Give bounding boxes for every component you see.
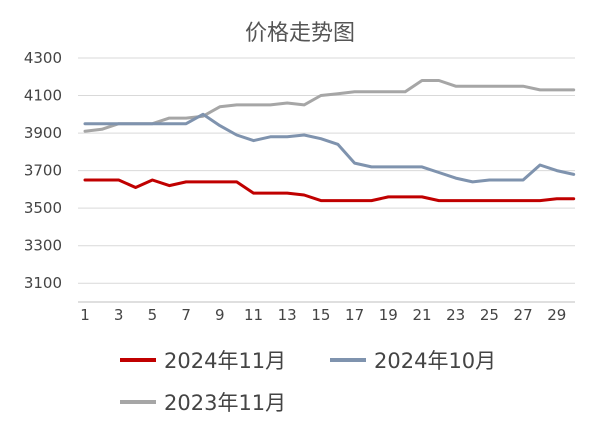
series-line-1 — [83, 112, 576, 184]
x-axis-ticks: 1 3 5 7 9 11 13 15 17 19 21 23 25 27 29 — [80, 306, 566, 324]
x-tick-label: 23 — [446, 306, 465, 324]
legend: 2024年11月 2024年10月 2023年11月 — [120, 349, 496, 415]
x-tick-label: 27 — [514, 306, 533, 324]
x-tick-label: 29 — [547, 306, 566, 324]
y-tick-label: 3100 — [24, 274, 62, 292]
y-tick-label: 3300 — [24, 237, 62, 255]
x-tick-label: 21 — [412, 306, 431, 324]
legend-item: 2024年11月 — [120, 349, 286, 373]
x-tick-label: 19 — [379, 306, 398, 324]
y-tick-label: 3500 — [24, 199, 62, 217]
legend-label: 2024年11月 — [164, 349, 286, 373]
y-tick-label: 3700 — [24, 162, 62, 180]
series-lines — [83, 79, 576, 203]
legend-label: 2023年11月 — [164, 391, 286, 415]
x-tick-label: 3 — [114, 306, 124, 324]
series-line-0 — [83, 178, 576, 203]
chart-title: 价格走势图 — [245, 21, 355, 46]
y-axis-ticks: 3100 3300 3500 3700 3900 4100 4300 — [24, 49, 62, 292]
x-tick-label: 25 — [480, 306, 499, 324]
legend-label: 2024年10月 — [374, 349, 496, 373]
x-tick-label: 5 — [148, 306, 158, 324]
y-tick-label: 4100 — [24, 87, 62, 105]
y-tick-label: 3900 — [24, 124, 62, 142]
series-line-2 — [83, 79, 576, 133]
legend-item: 2024年10月 — [330, 349, 496, 373]
x-tick-label: 13 — [278, 306, 297, 324]
x-tick-label: 15 — [311, 306, 330, 324]
legend-item: 2023年11月 — [120, 391, 286, 415]
x-tick-label: 9 — [215, 306, 225, 324]
y-tick-label: 4300 — [24, 49, 62, 67]
x-tick-label: 11 — [244, 306, 263, 324]
x-tick-label: 1 — [80, 306, 90, 324]
x-tick-label: 7 — [181, 306, 191, 324]
x-tick-label: 17 — [345, 306, 364, 324]
